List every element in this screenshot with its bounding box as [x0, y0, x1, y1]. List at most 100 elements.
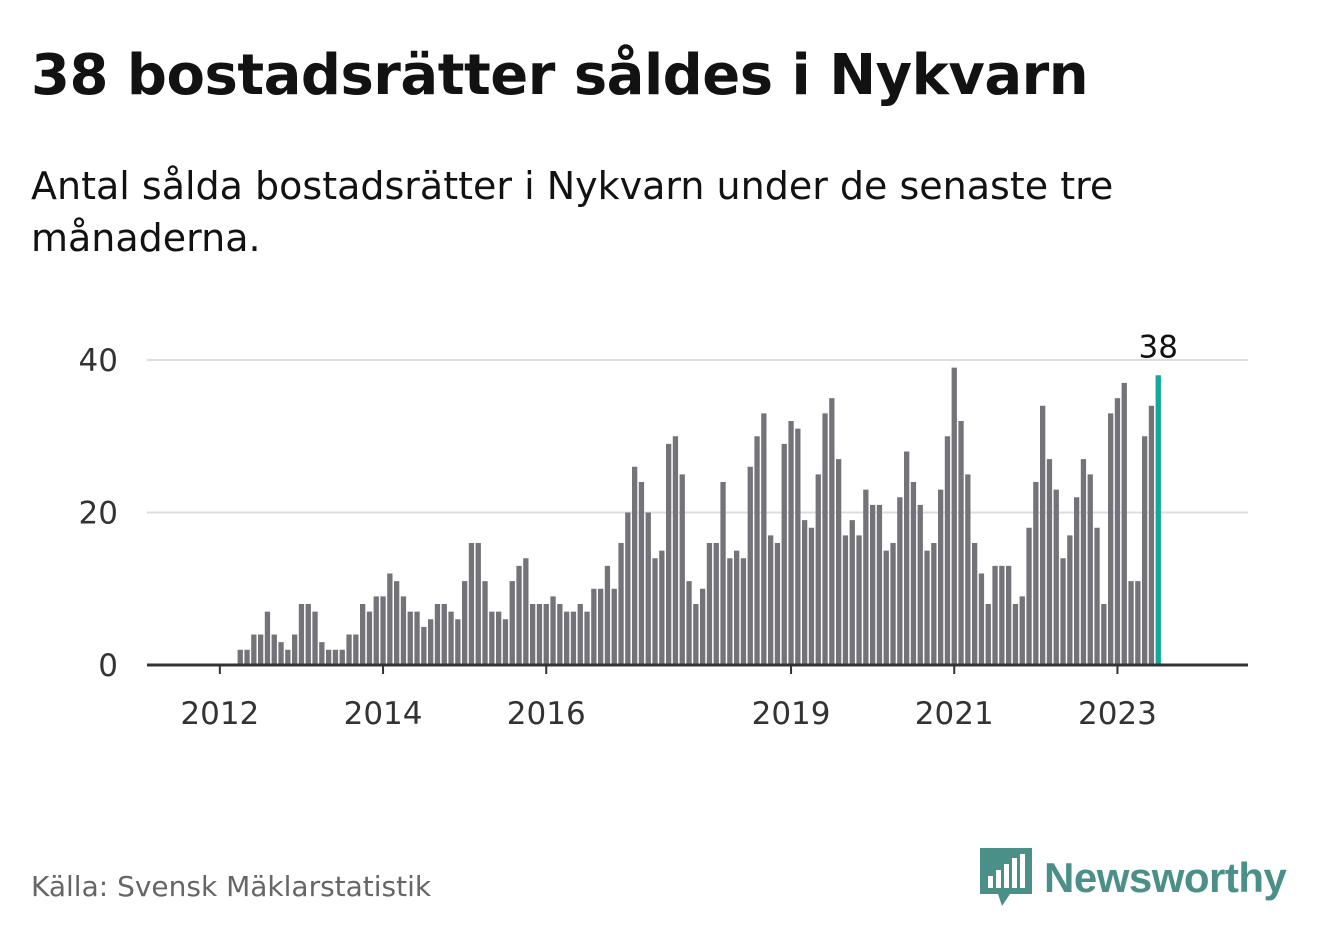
bar[interactable] [747, 466, 753, 665]
bar[interactable] [924, 550, 930, 666]
bar[interactable] [700, 588, 706, 665]
bar[interactable] [638, 482, 645, 665]
bar[interactable] [237, 649, 243, 665]
bar[interactable] [516, 565, 522, 666]
bar[interactable] [530, 604, 536, 665]
bar[interactable] [346, 634, 352, 666]
bar[interactable] [543, 604, 549, 665]
bar[interactable] [360, 604, 366, 665]
bar[interactable] [1142, 436, 1148, 665]
bar[interactable] [802, 520, 808, 666]
bar[interactable] [904, 451, 910, 666]
bar[interactable] [448, 611, 454, 666]
bar[interactable] [659, 550, 665, 666]
bar[interactable] [972, 543, 978, 665]
bar[interactable] [475, 543, 481, 665]
bar[interactable] [339, 649, 345, 665]
bar[interactable] [305, 604, 311, 665]
bar[interactable] [632, 466, 638, 665]
bar[interactable] [584, 611, 590, 666]
bar[interactable] [244, 649, 250, 665]
bar[interactable] [591, 588, 597, 665]
newsworthy-logo[interactable]: Newsworthy [980, 848, 1287, 908]
bar[interactable] [958, 421, 964, 665]
bar[interactable] [523, 558, 529, 665]
bar[interactable] [876, 504, 883, 666]
bar[interactable] [1033, 482, 1039, 665]
bar[interactable] [666, 443, 672, 666]
bar[interactable] [781, 443, 787, 666]
bar[interactable] [482, 581, 488, 666]
bar[interactable] [625, 512, 631, 666]
bar[interactable] [366, 611, 373, 666]
bar[interactable] [1080, 459, 1087, 666]
bar[interactable] [944, 436, 951, 665]
bar[interactable] [686, 581, 692, 666]
bar[interactable] [1135, 581, 1141, 666]
bar[interactable] [713, 543, 719, 665]
bar[interactable] [1060, 558, 1066, 665]
bar[interactable] [938, 489, 944, 666]
bar[interactable] [1067, 535, 1073, 666]
bar[interactable] [870, 504, 876, 666]
bar[interactable] [720, 482, 726, 665]
bar[interactable] [564, 611, 570, 666]
bar[interactable] [1087, 474, 1093, 666]
bar[interactable] [251, 634, 257, 666]
bar[interactable] [856, 535, 862, 666]
bar[interactable] [679, 474, 685, 666]
bar[interactable] [1074, 497, 1080, 665]
bar[interactable] [312, 611, 318, 666]
bar[interactable] [672, 436, 679, 665]
bar[interactable] [1053, 489, 1059, 666]
bar[interactable] [285, 649, 291, 665]
bar[interactable] [380, 596, 386, 666]
bar[interactable] [774, 543, 781, 665]
bar[interactable] [985, 604, 991, 665]
bar[interactable] [1040, 405, 1046, 665]
bar[interactable] [421, 626, 427, 666]
bar[interactable] [795, 428, 801, 666]
bar[interactable] [822, 413, 828, 666]
bar[interactable] [978, 573, 985, 666]
bar[interactable] [815, 474, 821, 666]
bar[interactable] [1101, 604, 1107, 665]
bar[interactable] [292, 634, 298, 666]
bar[interactable] [604, 565, 611, 666]
bar[interactable] [1046, 459, 1053, 666]
bar[interactable] [734, 550, 740, 666]
bar[interactable] [271, 634, 277, 666]
bar[interactable] [1148, 405, 1155, 665]
bar[interactable] [836, 459, 842, 666]
bar[interactable] [509, 581, 515, 666]
bar[interactable] [863, 489, 869, 666]
bar[interactable] [706, 543, 713, 665]
bar[interactable] [931, 543, 937, 665]
bar[interactable] [400, 596, 407, 666]
bar[interactable] [727, 558, 733, 665]
bar[interactable] [1094, 527, 1100, 665]
bar[interactable] [645, 512, 651, 666]
bar[interactable] [910, 482, 917, 665]
bar[interactable] [264, 611, 271, 666]
bar[interactable] [550, 596, 556, 666]
bar[interactable] [428, 619, 434, 665]
bar[interactable] [598, 588, 604, 665]
bar[interactable] [570, 611, 577, 666]
bar[interactable] [740, 558, 747, 665]
bar[interactable] [768, 535, 774, 666]
bar[interactable] [258, 634, 264, 666]
bar[interactable] [849, 520, 855, 666]
bar[interactable] [394, 581, 400, 666]
bar[interactable] [965, 474, 971, 666]
bar[interactable] [536, 604, 543, 665]
bar[interactable] [332, 649, 339, 665]
bar[interactable] [693, 604, 699, 665]
bar[interactable] [387, 573, 393, 666]
bar[interactable] [890, 543, 896, 665]
bar[interactable] [999, 565, 1005, 666]
bar[interactable] [951, 367, 957, 666]
bar[interactable] [1121, 382, 1127, 666]
bar[interactable] [373, 596, 379, 666]
bar[interactable] [441, 604, 447, 665]
